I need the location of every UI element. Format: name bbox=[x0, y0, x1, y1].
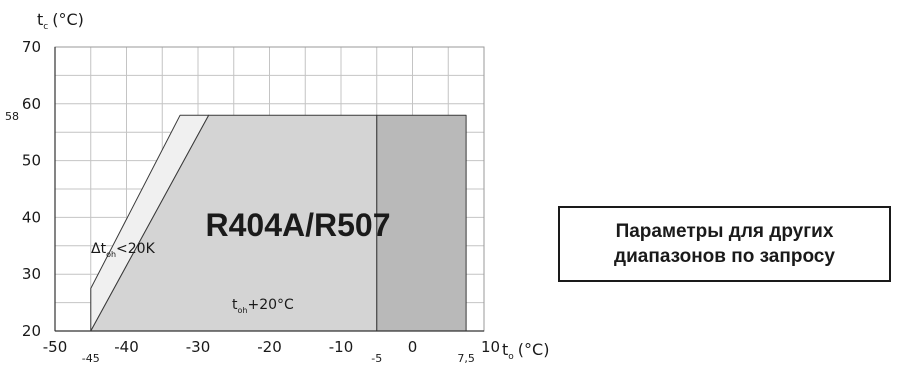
chart-regions bbox=[90, 114, 467, 332]
y-axis-label: tc (°C) bbox=[37, 10, 84, 32]
y-tick-label: 50 bbox=[22, 152, 41, 170]
y-tick-label: 70 bbox=[22, 38, 41, 56]
note-box: Параметры для других диапазонов по запро… bbox=[558, 206, 891, 282]
region-label-superheat-limit: Δtoh<20K bbox=[91, 241, 156, 259]
chart-tick-labels: -50 -40 -30 -20 -10 0 10 20 30 40 50 60 70 -45 -5 7,5 58 bbox=[5, 38, 500, 365]
y-extra-tick-label: 58 bbox=[5, 110, 19, 123]
chart-title: R404A/R507 bbox=[206, 207, 391, 243]
x-tick-label: -10 bbox=[329, 338, 354, 356]
x-tick-label: 0 bbox=[408, 338, 418, 356]
x-axis-label: to (°C) bbox=[502, 340, 549, 362]
x-extra-tick-label: -45 bbox=[82, 352, 100, 365]
y-tick-label: 60 bbox=[22, 95, 41, 113]
x-tick-label: -40 bbox=[114, 338, 139, 356]
x-tick-label: 10 bbox=[481, 338, 500, 356]
x-tick-label: -20 bbox=[257, 338, 282, 356]
x-tick-label: -30 bbox=[186, 338, 211, 356]
y-tick-label: 20 bbox=[22, 322, 41, 340]
y-tick-label: 40 bbox=[22, 208, 41, 226]
region-label-suction-temp: toh+20°C bbox=[232, 297, 294, 315]
x-extra-tick-label: -5 bbox=[371, 352, 382, 365]
note-text: Параметры для других диапазонов по запро… bbox=[614, 221, 835, 267]
x-extra-tick-label: 7,5 bbox=[457, 352, 475, 365]
y-tick-label: 30 bbox=[22, 265, 41, 283]
x-tick-label: -50 bbox=[43, 338, 68, 356]
chart-axes bbox=[54, 47, 484, 332]
